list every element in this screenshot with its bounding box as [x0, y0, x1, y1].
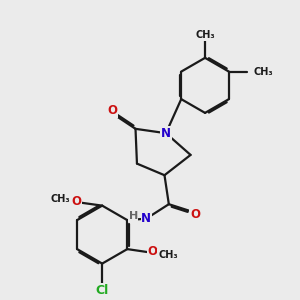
Text: H: H [129, 212, 138, 221]
Text: CH₃: CH₃ [51, 194, 70, 204]
Text: Cl: Cl [96, 284, 109, 297]
Text: O: O [148, 245, 158, 259]
Text: N: N [141, 212, 151, 225]
Text: N: N [161, 127, 171, 140]
Text: O: O [190, 208, 200, 221]
Text: CH₃: CH₃ [253, 67, 273, 76]
Text: CH₃: CH₃ [195, 30, 215, 40]
Text: O: O [71, 195, 81, 208]
Text: O: O [107, 104, 117, 117]
Text: CH₃: CH₃ [158, 250, 178, 260]
